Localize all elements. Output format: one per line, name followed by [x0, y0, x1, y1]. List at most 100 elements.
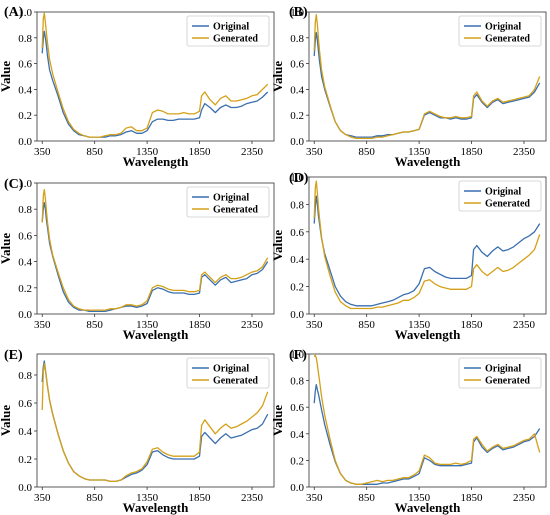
- x-axis-label: Wavelength: [123, 500, 189, 515]
- series-line-generated: [41, 188, 269, 311]
- series-line-generated: [41, 12, 269, 138]
- x-tick-label: 350: [34, 319, 51, 331]
- series-line-original: [313, 31, 541, 138]
- x-tick-label: 350: [34, 492, 51, 504]
- x-axis-label: Wavelength: [395, 154, 461, 169]
- legend-label: Original: [485, 22, 521, 33]
- y-tick-label: 0.2: [18, 110, 32, 122]
- panel-label: (D): [289, 171, 309, 186]
- y-tick-label: 1.0: [290, 172, 304, 184]
- y-axis-label: Value: [0, 233, 13, 265]
- x-tick-label: 1850: [461, 146, 484, 158]
- legend-label: Generated: [485, 376, 530, 387]
- y-tick-label: 0.0: [290, 309, 304, 321]
- series-line-generated: [313, 354, 541, 485]
- x-tick-label: 850: [358, 319, 375, 331]
- x-axis-label: Wavelength: [395, 327, 461, 342]
- y-tick-label: 0.0: [18, 136, 32, 148]
- plot-frame: [308, 176, 547, 315]
- x-tick-label: 1350: [408, 492, 431, 504]
- y-tick-label: 0.2: [18, 454, 32, 466]
- legend-label: Original: [213, 22, 249, 33]
- chart-panel: (A) 0.0 0.2 0.4 0.6 0.8 1.0 350 850 1350 1850 2350 W…: [0, 5, 275, 169]
- y-tick-label: 0.8: [290, 33, 304, 45]
- legend-label: Generated: [485, 34, 530, 45]
- y-tick-label: 0.2: [290, 455, 304, 467]
- plot-frame: [308, 353, 547, 488]
- legend-label: Original: [485, 364, 521, 375]
- series-line-generated: [313, 180, 541, 310]
- plot-frame: [36, 353, 275, 488]
- x-tick-label: 350: [306, 492, 323, 504]
- x-tick-label: 1850: [461, 492, 484, 504]
- y-tick-label: 0.0: [290, 482, 304, 494]
- panel-label: (C): [4, 177, 24, 192]
- chart-panel: (C) 0.0 0.2 0.4 0.6 0.8 1.0 350 850 1350 1850 2350 W…: [0, 177, 275, 342]
- y-tick-label: 0.4: [290, 84, 304, 96]
- x-tick-label: 850: [358, 146, 375, 158]
- series-line-original: [313, 195, 541, 307]
- chart-panel: (B) 0.0 0.2 0.4 0.6 0.8 1.0 350 850 1350 1850 2350 W…: [270, 5, 547, 169]
- legend-label: Generated: [213, 376, 258, 387]
- y-tick-label: 0.4: [290, 429, 304, 441]
- y-tick-label: 0.6: [290, 59, 304, 71]
- y-tick-label: 0.4: [290, 254, 304, 266]
- y-tick-label: 1.0: [18, 7, 32, 19]
- y-tick-label: 0.6: [290, 227, 304, 239]
- y-tick-label: 0.8: [18, 370, 32, 382]
- y-tick-label: 0.8: [18, 204, 32, 216]
- y-tick-label: 0.8: [290, 376, 304, 388]
- plot-frame: [308, 11, 547, 142]
- x-tick-label: 2350: [513, 492, 536, 504]
- panel-label: (A): [4, 5, 24, 20]
- y-tick-label: 1.0: [18, 178, 32, 190]
- x-tick-label: 1850: [189, 319, 212, 331]
- y-tick-label: 1.0: [290, 349, 304, 361]
- y-tick-label: 0.2: [290, 110, 304, 122]
- x-tick-label: 1850: [189, 146, 212, 158]
- y-tick-label: 0.8: [18, 33, 32, 45]
- y-tick-label: 0.6: [18, 398, 32, 410]
- legend-label: Generated: [213, 205, 258, 216]
- x-tick-label: 850: [86, 492, 103, 504]
- y-axis-label: Value: [270, 405, 285, 437]
- x-tick-label: 1350: [136, 492, 159, 504]
- panel-label: (B): [289, 5, 308, 20]
- y-axis-label: Value: [0, 61, 13, 93]
- x-axis-label: Wavelength: [395, 500, 461, 515]
- y-axis-label: Value: [0, 405, 13, 437]
- x-tick-label: 850: [86, 319, 103, 331]
- y-tick-label: 0.2: [290, 282, 304, 294]
- chart-panel: (F) 0.0 0.2 0.4 0.6 0.8 1.0 350 850 1350 1850 2350 W…: [270, 348, 547, 515]
- series-line-generated: [313, 13, 541, 140]
- y-tick-label: 0.6: [18, 59, 32, 71]
- y-tick-label: 0.4: [18, 257, 32, 269]
- x-tick-label: 1850: [189, 492, 212, 504]
- y-tick-label: 0.2: [18, 283, 32, 295]
- x-tick-label: 350: [306, 319, 323, 331]
- legend-label: Original: [213, 193, 249, 204]
- x-tick-label: 1350: [136, 146, 159, 158]
- x-axis-label: Wavelength: [123, 327, 189, 342]
- x-tick-label: 850: [358, 492, 375, 504]
- chart-panel: (D) 0.0 0.2 0.4 0.6 0.8 1.0 350 850 1350 1850 2350 W…: [270, 171, 547, 342]
- y-tick-label: 0.4: [18, 426, 32, 438]
- y-tick-label: 0.0: [18, 309, 32, 321]
- legend-label: Generated: [213, 34, 258, 45]
- series-line-original: [41, 30, 269, 138]
- x-tick-label: 1350: [408, 146, 431, 158]
- legend-label: Generated: [485, 199, 530, 210]
- y-tick-label: 0.8: [290, 199, 304, 211]
- plot-frame: [36, 182, 275, 315]
- y-tick-label: 0.4: [18, 84, 32, 96]
- y-tick-label: 0.6: [290, 402, 304, 414]
- x-tick-label: 850: [86, 146, 103, 158]
- y-axis-label: Value: [270, 61, 285, 93]
